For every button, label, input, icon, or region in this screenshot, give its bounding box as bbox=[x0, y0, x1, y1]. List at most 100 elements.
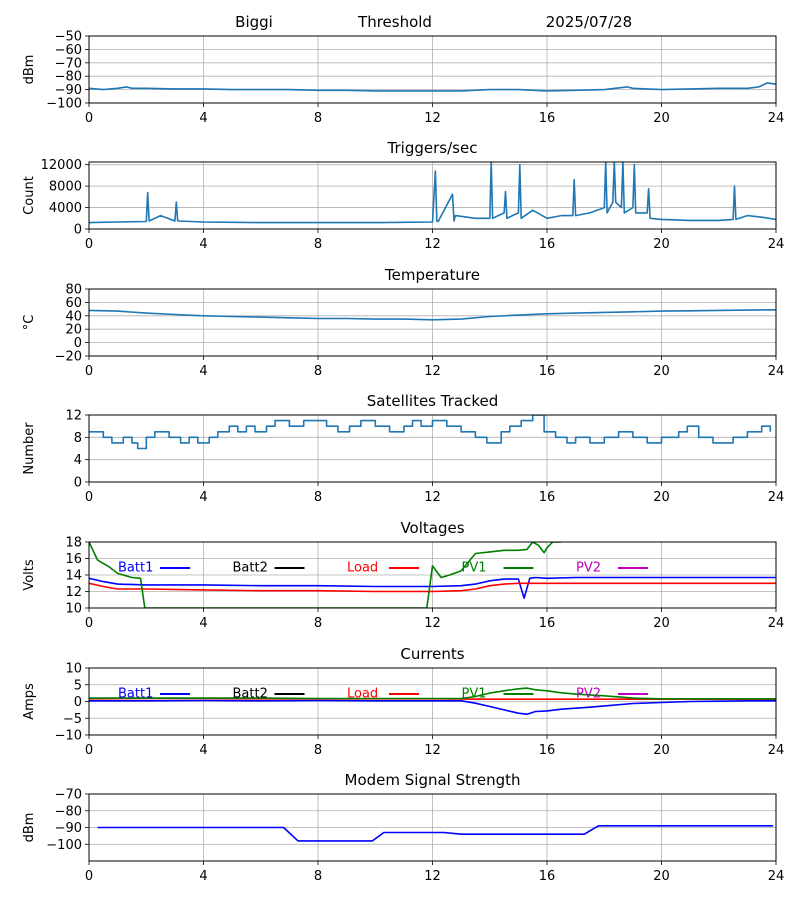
y-tick-label: −50 bbox=[55, 30, 82, 45]
x-tick-label: 4 bbox=[199, 237, 207, 252]
x-tick-label: 12 bbox=[424, 616, 441, 631]
legend-label-pv1: PV1 bbox=[462, 561, 487, 576]
plot-frame bbox=[88, 288, 777, 357]
x-tick-label: 12 bbox=[424, 490, 441, 505]
y-tick-label: 18 bbox=[65, 536, 82, 551]
y-tick-label: 14 bbox=[65, 569, 82, 584]
x-tick-label: 24 bbox=[768, 237, 785, 252]
y-tick-label: 10 bbox=[65, 662, 82, 677]
legend-label-batt1: Batt1 bbox=[118, 561, 153, 576]
x-tick-label: 12 bbox=[424, 869, 441, 884]
y-tick-label: −90 bbox=[55, 83, 82, 98]
y-tick-label: 12000 bbox=[41, 158, 82, 173]
x-tick-label: 0 bbox=[85, 111, 93, 126]
y-tick-label: −60 bbox=[55, 43, 82, 58]
x-tick-label: 12 bbox=[424, 364, 441, 379]
x-tick-label: 8 bbox=[314, 743, 322, 758]
y-axis-label: dBm bbox=[22, 55, 37, 85]
chart-title: Voltages bbox=[400, 519, 464, 537]
y-axis-label: °C bbox=[22, 315, 37, 331]
x-tick-label: 0 bbox=[85, 743, 93, 758]
series-line-load bbox=[89, 582, 776, 593]
panel-7: 0 4 8 12 16 20 24 −100 −90 −80−70 Modem Signal Str… bbox=[22, 771, 784, 884]
y-tick-label: −70 bbox=[55, 788, 82, 803]
series-line-batt1 bbox=[89, 699, 776, 715]
y-tick-label: 0 bbox=[74, 223, 82, 238]
y-tick-label: −80 bbox=[55, 70, 82, 85]
chart-title: Satellites Tracked bbox=[367, 392, 498, 410]
y-tick-label: −80 bbox=[55, 804, 82, 819]
x-tick-label: 8 bbox=[314, 111, 322, 126]
y-tick-label: 4 bbox=[74, 453, 82, 468]
x-tick-label: 20 bbox=[653, 616, 670, 631]
y-tick-label: 4000 bbox=[49, 201, 82, 216]
x-tick-label: 16 bbox=[539, 490, 556, 505]
series-line-batt1 bbox=[89, 576, 776, 599]
y-tick-label: −20 bbox=[55, 350, 82, 365]
legend-label-load: Load bbox=[347, 561, 378, 576]
y-tick-label: 5 bbox=[74, 678, 82, 693]
y-axis-label: dBm bbox=[22, 813, 37, 843]
x-tick-label: 24 bbox=[768, 869, 785, 884]
x-tick-label: 20 bbox=[653, 237, 670, 252]
x-tick-label: 20 bbox=[653, 364, 670, 379]
x-tick-label: 0 bbox=[85, 364, 93, 379]
x-tick-label: 4 bbox=[199, 490, 207, 505]
x-tick-label: 20 bbox=[653, 743, 670, 758]
x-tick-label: 20 bbox=[653, 869, 670, 884]
x-tick-label: 12 bbox=[424, 111, 441, 126]
y-tick-label: −5 bbox=[63, 712, 82, 727]
x-tick-label: 16 bbox=[539, 743, 556, 758]
y-tick-label: 0 bbox=[74, 336, 82, 351]
x-tick-label: 4 bbox=[199, 364, 207, 379]
y-tick-label: 0 bbox=[74, 476, 82, 491]
series-line-pv1 bbox=[89, 542, 562, 608]
x-tick-label: 12 bbox=[424, 237, 441, 252]
legend-label-pv2: PV2 bbox=[576, 561, 601, 576]
y-tick-label: −90 bbox=[55, 821, 82, 836]
y-axis-label: Number bbox=[22, 422, 37, 475]
y-tick-label: 16 bbox=[65, 552, 82, 567]
plot-frame bbox=[88, 161, 777, 230]
x-tick-label: 16 bbox=[539, 869, 556, 884]
legend-label-batt2: Batt2 bbox=[233, 561, 268, 576]
plot-frame bbox=[88, 35, 777, 104]
plot-frame bbox=[88, 541, 777, 609]
y-tick-label: 60 bbox=[65, 296, 82, 311]
legend-label-batt2: Batt2 bbox=[233, 687, 268, 702]
header-mode: Threshold bbox=[357, 13, 432, 31]
y-tick-label: 12 bbox=[65, 409, 82, 424]
series-line-0 bbox=[89, 309, 776, 321]
x-tick-label: 16 bbox=[539, 364, 556, 379]
x-tick-label: 4 bbox=[199, 111, 207, 126]
x-tick-label: 0 bbox=[85, 869, 93, 884]
x-tick-label: 24 bbox=[768, 743, 785, 758]
chart-title: Temperature bbox=[384, 266, 480, 284]
x-tick-label: 8 bbox=[314, 364, 322, 379]
y-tick-label: 8000 bbox=[49, 180, 82, 195]
x-tick-label: 20 bbox=[653, 490, 670, 505]
x-tick-label: 16 bbox=[539, 111, 556, 126]
y-tick-label: 10 bbox=[65, 602, 82, 617]
series-line-0 bbox=[89, 162, 776, 224]
x-tick-label: 24 bbox=[768, 616, 785, 631]
panel-2: 0 4 8 12 16 20 24 0 4000 8000 12000 Triggers/sec Cou… bbox=[22, 139, 784, 252]
panel-6: 0 4 8 12 16 20 24 −10 −5 0 510 Batt1 Batt2 Load PV1 PV2… bbox=[22, 645, 784, 758]
panel-4: 0 4 8 12 16 20 24 0 4 8 12 Satellites Tracked Number bbox=[22, 392, 784, 505]
x-tick-label: 0 bbox=[85, 616, 93, 631]
series-line-pv1 bbox=[89, 687, 776, 700]
series-line-0 bbox=[89, 82, 776, 92]
x-tick-label: 16 bbox=[539, 237, 556, 252]
x-tick-label: 24 bbox=[768, 111, 785, 126]
y-axis-label: Amps bbox=[22, 683, 37, 720]
x-tick-label: 12 bbox=[424, 743, 441, 758]
legend-label-pv1: PV1 bbox=[462, 687, 487, 702]
y-tick-label: −70 bbox=[55, 56, 82, 71]
x-tick-label: 0 bbox=[85, 237, 93, 252]
y-tick-label: 0 bbox=[74, 695, 82, 710]
legend-label-pv2: PV2 bbox=[576, 687, 601, 702]
